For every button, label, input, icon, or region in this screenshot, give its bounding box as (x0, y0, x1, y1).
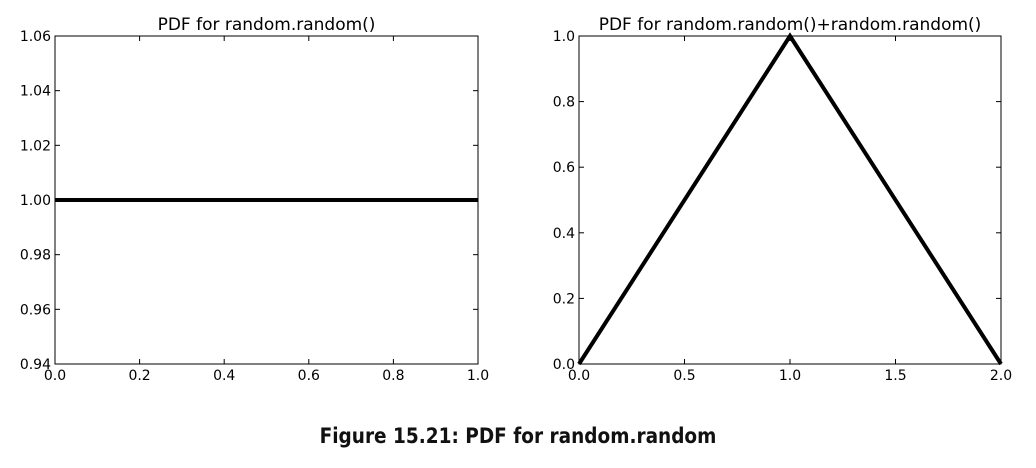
x-tick-label: 0.5 (673, 368, 695, 384)
y-tick-label: 0.94 (20, 357, 51, 373)
chart-title: PDF for random.random()+random.random() (599, 15, 982, 35)
y-tick-label: 0.4 (553, 226, 575, 242)
y-tick-label: 0.0 (553, 357, 575, 373)
y-tick-label: 1.04 (20, 84, 51, 100)
figure: PDF for random.random() 0.0 0.2 0.4 0.6 0.8 1.… (20, 15, 1012, 384)
x-tick-label: 2.0 (990, 368, 1012, 384)
y-tick-label: 0.2 (553, 291, 575, 307)
x-tick-label: 0.0 (568, 368, 590, 384)
x-tick-label: 1.0 (467, 368, 489, 384)
x-tick-label: 0.0 (44, 368, 66, 384)
x-tick-label: 1.0 (779, 368, 801, 384)
y-tick-label: 1.06 (20, 29, 51, 45)
plot-frame (578, 35, 1002, 365)
x-tick-label: 1.5 (884, 368, 906, 384)
chart-title: PDF for random.random() (158, 15, 376, 35)
x-tick-label: 0.8 (382, 368, 404, 384)
x-tick-label: 0.4 (213, 368, 235, 384)
chart-uniform-pdf: PDF for random.random() 0.0 0.2 0.4 0.6 0.8 1.… (20, 15, 489, 384)
y-tick-label: 1.02 (20, 138, 51, 154)
y-tick-label: 0.6 (553, 160, 575, 176)
y-tick-label: 0.98 (20, 248, 51, 264)
y-tick-label: 0.8 (553, 95, 575, 111)
series-line (577, 32, 1003, 366)
chart-triangular-pdf: PDF for random.random()+random.random() 0… (553, 15, 1012, 384)
y-tick-label: 1.00 (20, 193, 51, 209)
y-tick-label: 1.0 (553, 29, 575, 45)
y-tick-label: 0.96 (20, 302, 51, 318)
figure-caption: Figure 15.21: PDF for random.random (319, 424, 717, 448)
x-tick-label: 0.6 (298, 368, 320, 384)
x-tick-label: 0.2 (128, 368, 150, 384)
